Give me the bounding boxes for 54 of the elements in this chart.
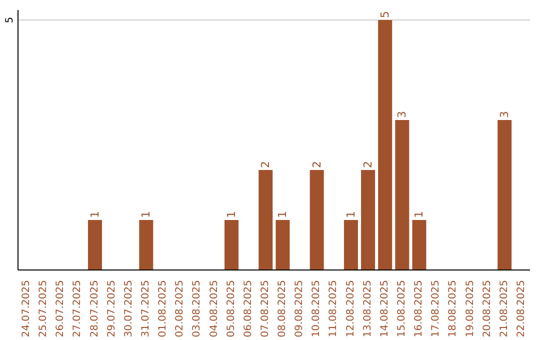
data-label: 1	[140, 211, 153, 218]
x-tick-label: 24.07.2025	[21, 280, 32, 338]
x-tick-label: 10.08.2025	[311, 280, 322, 338]
x-tick-label: 02.08.2025	[174, 280, 186, 338]
data-label: 3	[498, 111, 512, 118]
x-tick-label: 30.07.2025	[123, 280, 134, 338]
x-tick-label: 12.08.2025	[345, 280, 356, 338]
x-tick-label: 25.07.2025	[38, 280, 50, 338]
x-tick-label: 28.07.2025	[89, 280, 100, 338]
x-tick-label: 06.08.2025	[242, 280, 254, 338]
x-tick-label: 13.08.2025	[362, 280, 374, 338]
x-tick-label: 22.08.2025	[516, 280, 527, 338]
x-tick-label: 18.08.2025	[448, 280, 459, 338]
data-label: 1	[276, 211, 290, 218]
data-label: 5	[378, 11, 392, 18]
data-label: 2	[362, 161, 375, 168]
bar	[498, 120, 512, 270]
data-label: 1	[88, 211, 102, 218]
bar	[310, 170, 324, 270]
x-tick-label: 17.08.2025	[430, 280, 442, 338]
x-tick-label: 09.08.2025	[294, 280, 306, 338]
data-label: 1	[412, 211, 426, 218]
data-label: 2	[259, 161, 272, 168]
x-tick-label: 16.08.2025	[414, 280, 425, 338]
bar	[139, 220, 154, 270]
x-tick-label: 21.08.2025	[498, 280, 510, 338]
bar	[344, 220, 358, 270]
x-tick-label: 19.08.2025	[464, 280, 476, 338]
x-tick-label: 31.07.2025	[140, 280, 152, 338]
x-tick-label: 26.07.2025	[55, 280, 66, 338]
bar	[88, 220, 102, 270]
x-tick-label: 07.08.2025	[260, 280, 271, 338]
data-label: 1	[344, 211, 358, 218]
x-tick-label: 20.08.2025	[482, 280, 493, 338]
bar	[276, 220, 290, 270]
bar	[395, 120, 410, 270]
x-tick-label: 03.08.2025	[192, 280, 203, 338]
data-label: 1	[225, 211, 238, 218]
x-tick-label: 01.08.2025	[158, 280, 169, 338]
x-tick-label: 15.08.2025	[396, 280, 408, 338]
bar	[361, 170, 376, 270]
x-tick-label: 04.08.2025	[208, 280, 220, 338]
x-tick-label: 05.08.2025	[226, 280, 237, 338]
bar	[378, 20, 392, 270]
data-label: 3	[396, 111, 409, 118]
x-tick-label: 27.07.2025	[72, 280, 84, 338]
x-tick-label: 14.08.2025	[379, 280, 390, 338]
x-tick-label: 11.08.2025	[328, 280, 340, 338]
x-tick-label: 29.07.2025	[106, 280, 118, 338]
bar	[412, 220, 426, 270]
bar	[258, 170, 273, 270]
data-label: 2	[310, 161, 324, 168]
bar	[224, 220, 239, 270]
x-tick-label: 08.08.2025	[277, 280, 288, 338]
